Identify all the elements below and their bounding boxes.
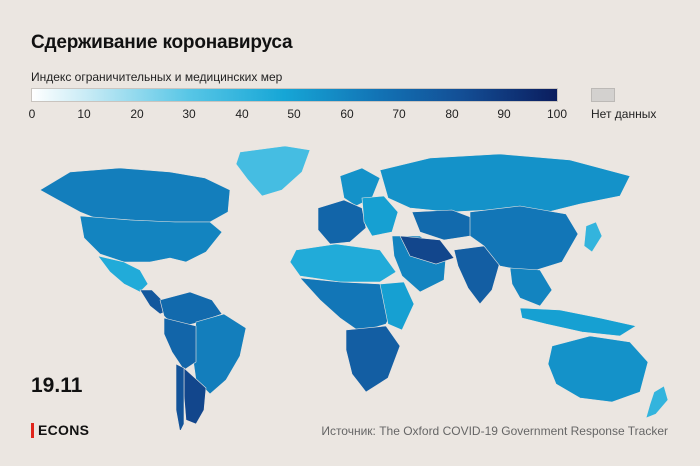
legend-tick: 50 (287, 107, 301, 121)
region-canada (39, 167, 231, 223)
legend-tick: 0 (28, 107, 36, 121)
brand-logo-bar (31, 422, 34, 438)
region-central-africa (299, 277, 399, 333)
legend-tick: 80 (445, 107, 459, 121)
region-mexico (97, 255, 149, 293)
region-greenland (235, 145, 311, 197)
legend-tick: 20 (130, 107, 144, 121)
legend-tick: 40 (235, 107, 249, 121)
no-data-label: Нет данных (591, 107, 657, 121)
region-japan (583, 221, 603, 253)
region-peru-bolivia (163, 317, 197, 371)
region-southeast-asia (509, 267, 553, 307)
legend-tick: 90 (497, 107, 511, 121)
brand-logo-text: ECONS (38, 422, 90, 438)
date-label: 19.11 (31, 374, 83, 397)
legend-tick: 70 (392, 107, 406, 121)
region-china (469, 205, 579, 273)
region-australia (547, 335, 649, 403)
brand-logo: ECONS (31, 422, 89, 438)
region-indonesia (519, 307, 637, 337)
region-southern-africa (345, 325, 401, 393)
legend-tick: 60 (340, 107, 354, 121)
region-east-africa (379, 281, 415, 331)
color-scale-bar (31, 88, 558, 102)
region-chile (175, 363, 185, 430)
no-data-swatch (591, 88, 615, 102)
region-north-africa (289, 243, 397, 283)
region-iran-iraq (399, 235, 455, 265)
region-kazakhstan (411, 209, 479, 241)
region-russia (379, 153, 631, 215)
region-eastern-europe (361, 195, 399, 237)
map-title: Сдерживание коронавируса (31, 32, 293, 53)
legend-tick: 30 (182, 107, 196, 121)
world-map (39, 145, 669, 430)
legend-tick: 10 (77, 107, 91, 121)
source-note: Источник: The Oxford COVID-19 Government… (321, 424, 668, 438)
region-usa (79, 215, 223, 263)
legend-title: Индекс ограничительных и медицинских мер (31, 70, 283, 84)
region-new-zealand (645, 385, 669, 419)
region-brazil (191, 313, 247, 395)
region-western-europe (317, 199, 367, 245)
legend-tick: 100 (546, 107, 568, 121)
